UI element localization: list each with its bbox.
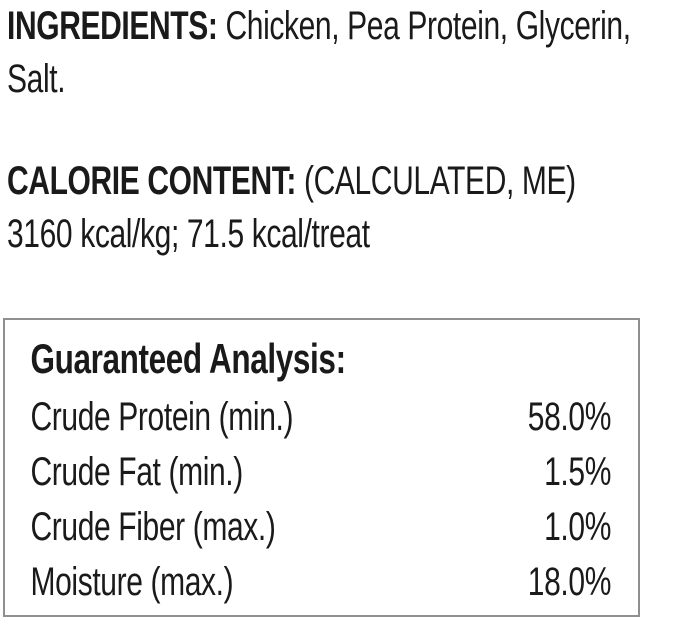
calorie-content-line: CALORIE CONTENT: (CALCULATED, ME) bbox=[7, 155, 667, 208]
calorie-content-qualifier: (CALCULATED, ME) bbox=[295, 159, 576, 203]
guaranteed-analysis-box: Guaranteed Analysis: Crude Protein (min.… bbox=[3, 318, 640, 617]
analysis-row-label: Crude Fiber (max.) bbox=[30, 505, 276, 549]
calorie-content-label: CALORIE CONTENT: bbox=[7, 159, 296, 203]
analysis-row-crude-fiber: Crude Fiber (max.) 1.0% bbox=[31, 500, 612, 555]
analysis-row-moisture: Moisture (max.) 18.0% bbox=[31, 555, 612, 610]
calorie-content-section: CALORIE CONTENT: (CALCULATED, ME) 3160 k… bbox=[7, 155, 667, 261]
ingredients-section: INGREDIENTS: Chicken, Pea Protein, Glyce… bbox=[7, 0, 667, 106]
analysis-row-value: 1.5% bbox=[544, 450, 611, 494]
analysis-row-crude-fat: Crude Fat (min.) 1.5% bbox=[31, 445, 612, 500]
guaranteed-analysis-content: Guaranteed Analysis: Crude Protein (min.… bbox=[5, 320, 638, 610]
analysis-row-value: 1.0% bbox=[544, 505, 611, 549]
guaranteed-analysis-heading: Guaranteed Analysis: bbox=[30, 335, 347, 382]
ingredients-text: Chicken, Pea Protein, Glycerin, Salt. bbox=[7, 4, 631, 101]
analysis-row-crude-protein: Crude Protein (min.) 58.0% bbox=[31, 390, 612, 445]
analysis-row-label: Moisture (max.) bbox=[30, 560, 234, 604]
ingredients-label: INGREDIENTS: bbox=[7, 4, 218, 48]
analysis-row-value: 58.0% bbox=[527, 395, 612, 439]
analysis-row-value: 18.0% bbox=[527, 560, 612, 604]
calorie-content-values: 3160 kcal/kg; 71.5 kcal/treat bbox=[7, 212, 370, 256]
analysis-row-label: Crude Protein (min.) bbox=[30, 395, 294, 439]
analysis-row-label: Crude Fat (min.) bbox=[30, 450, 244, 494]
